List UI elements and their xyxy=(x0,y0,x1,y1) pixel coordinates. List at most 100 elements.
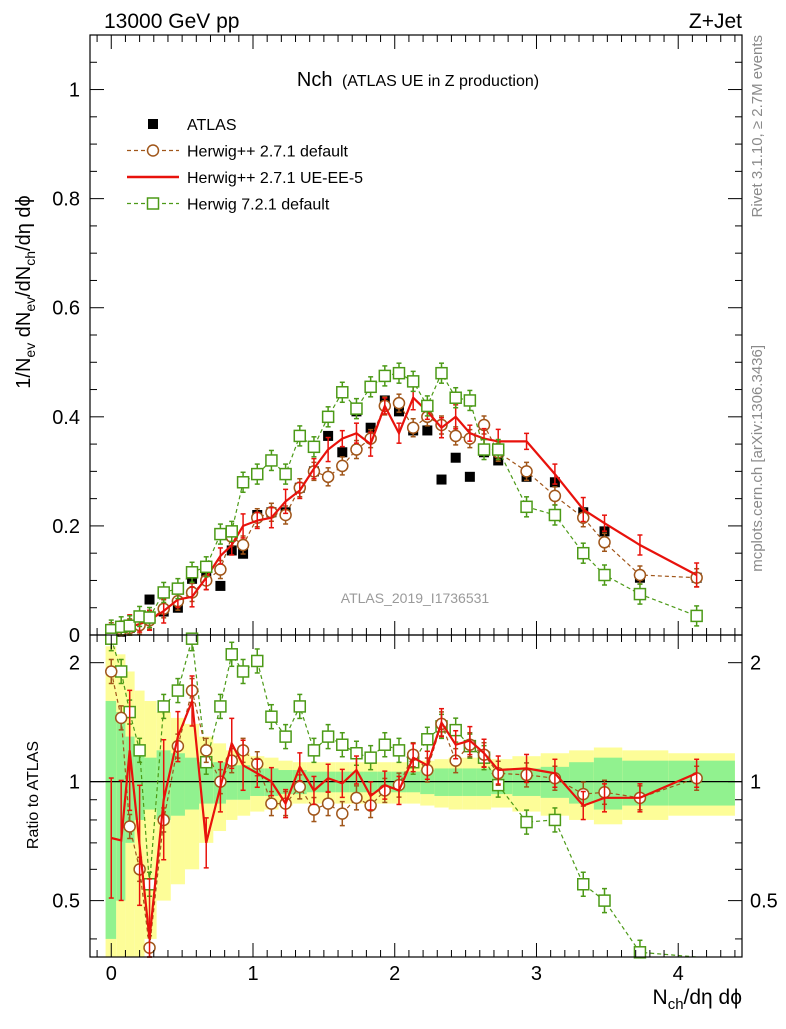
ratio-herwigpp-point xyxy=(321,797,335,810)
side-label-mcplots: mcplots.cern.ch [arXiv:1306.3436] xyxy=(749,345,766,572)
herwig7-default-point xyxy=(321,410,335,424)
herwig7-default-point xyxy=(225,525,238,538)
watermark: ATLAS_2019_I1736531 xyxy=(341,590,490,606)
main-panel: 0 0.2 0.4 0.6 0.8 1 ATLAS_2019_I1736531 Nch (… xyxy=(52,34,743,647)
atlas-point xyxy=(337,447,348,458)
legend-item-herwig-7-2-1-default: Herwig 7.2.1 default xyxy=(127,197,330,214)
chart-title-main: Nch xyxy=(297,69,333,91)
ratio-tick-label: 0.5 xyxy=(52,891,80,913)
ratio-herwigpp-point xyxy=(105,665,118,678)
ratio-band-inner xyxy=(199,762,214,804)
atlas-point xyxy=(464,471,475,482)
x-tick-label: 1 xyxy=(247,963,258,985)
y-tick-label: 0 xyxy=(69,625,80,647)
ratio-herwig7-point xyxy=(321,730,335,743)
legend-item-atlas: ATLAS xyxy=(148,117,237,134)
ratio-herwig7-point xyxy=(133,744,146,757)
atlas-point xyxy=(215,580,226,591)
herwig7-default-point xyxy=(123,619,136,632)
herwigpp-default-point xyxy=(236,538,250,552)
legend-label: Herwig 7.2.1 default xyxy=(187,197,330,214)
svg-text:Nch (ATLAS UE in Z pro: Nch (ATLAS UE in Z production) xyxy=(297,69,539,91)
ratio-herwig7-point xyxy=(171,684,185,697)
ratio-herwig7-point xyxy=(185,632,199,645)
herwig7-default-point xyxy=(265,454,278,467)
ratio-herwigpp-point xyxy=(123,820,136,833)
x-label-rest: /dη dϕ xyxy=(684,986,742,1009)
ratio-series-layer xyxy=(105,632,703,959)
herwig7-default-point xyxy=(421,399,434,413)
herwig7-default-point xyxy=(214,527,227,541)
ratio-herwig7-point xyxy=(265,710,278,723)
ue-ee-5-line xyxy=(111,395,698,634)
ratio-herwig-2-7-1-ue-ee-5 xyxy=(108,675,700,958)
legend-item-herwig-2-7-1-default: Herwig++ 2.7.1 default xyxy=(127,144,349,161)
ratio-herwig7-point xyxy=(577,878,590,891)
ratio-herwigpp-point xyxy=(350,791,363,805)
herwig7-default-point xyxy=(236,476,250,489)
legend-circle-marker xyxy=(146,144,160,157)
x-label-main: N xyxy=(653,986,668,1009)
ratio-herwig7-point xyxy=(225,648,238,661)
ratio-herwig7-point xyxy=(633,946,647,959)
x-label-sub: ch xyxy=(668,996,684,1013)
ratio-axes: 0 1 2 3 4 0.5 0.5 1 1 2 2 xyxy=(52,635,778,985)
herwigpp-default-point xyxy=(598,536,611,549)
herwigpp-default-point xyxy=(214,563,227,576)
ratio-tick-label: 1 xyxy=(69,772,80,794)
herwig7-default-point xyxy=(520,500,533,514)
x-tick-label: 3 xyxy=(531,963,542,985)
ratio-herwig7-point xyxy=(378,738,392,751)
ratio-herwig7-point xyxy=(307,744,321,757)
legend-atlas-marker xyxy=(148,119,158,129)
ratio-herwigpp-point xyxy=(199,744,213,757)
chart-title-sub: (ATLAS UE in Z production) xyxy=(342,73,539,90)
herwig7-default-point xyxy=(293,429,307,443)
ratio-band-inner xyxy=(184,757,200,810)
ratio-herwig7-point xyxy=(336,738,349,751)
herwig7-default-point xyxy=(577,546,590,560)
herwig7-default-point xyxy=(406,375,420,388)
header-left: 13000 GeV pp xyxy=(104,10,239,33)
side-label-rivet: Rivet 3.1.10, ≥ 2.7M events xyxy=(749,35,766,218)
ratio-herwig7-point xyxy=(157,700,170,713)
herwig7-default-point xyxy=(449,391,462,404)
ratio-herwig7-point xyxy=(251,654,264,668)
ratio-ue-ee-5-line xyxy=(111,700,698,940)
main-series-layer xyxy=(105,362,703,639)
herwig7-default-point xyxy=(251,467,264,481)
legend-label: ATLAS xyxy=(187,117,237,134)
atlas-point xyxy=(422,425,433,436)
herwig7-default-point xyxy=(336,386,349,399)
y-label-b: ev xyxy=(22,343,38,358)
herwig7-default-point xyxy=(477,443,491,456)
header-right: Z+Jet xyxy=(689,10,742,33)
herwigpp-default-point xyxy=(350,443,363,456)
ratio-tick-label-right: 1 xyxy=(750,772,761,794)
ratio-herwigpp-point xyxy=(265,797,278,810)
herwig7-default-point xyxy=(491,443,505,456)
herwig7-default-point xyxy=(435,366,448,380)
legend-square-marker xyxy=(146,197,160,210)
ratio-y-axis-label: Ratio to ATLAS xyxy=(25,741,42,849)
y-label-d: ev xyxy=(22,297,38,312)
herwigpp-default-point xyxy=(449,429,462,443)
ratio-herwig7-point xyxy=(548,813,562,827)
herwigpp-default-point xyxy=(336,459,349,473)
y-axis-label: 1/Nev dNev/dNch/dη dϕ xyxy=(13,195,38,388)
herwig7-default-point xyxy=(307,440,321,454)
herwig7-default-point xyxy=(598,568,611,582)
main-axes: 0 0.2 0.4 0.6 0.8 1 xyxy=(52,34,742,647)
header: 13000 GeV pp Z+Jet xyxy=(104,10,742,33)
ratio-band-inner xyxy=(144,757,157,810)
y-tick-label: 1 xyxy=(69,80,80,102)
herwig7-default-point xyxy=(364,380,377,394)
ratio-herwigpp-point xyxy=(336,807,349,820)
y-label-a: 1/N xyxy=(13,358,35,389)
ratio-herwig7-point xyxy=(421,733,434,746)
herwig7-default-point xyxy=(392,366,406,380)
ratio-herwig7-point xyxy=(392,744,406,757)
herwigpp-default-point xyxy=(633,568,647,582)
herwig7-default-point xyxy=(350,402,363,415)
